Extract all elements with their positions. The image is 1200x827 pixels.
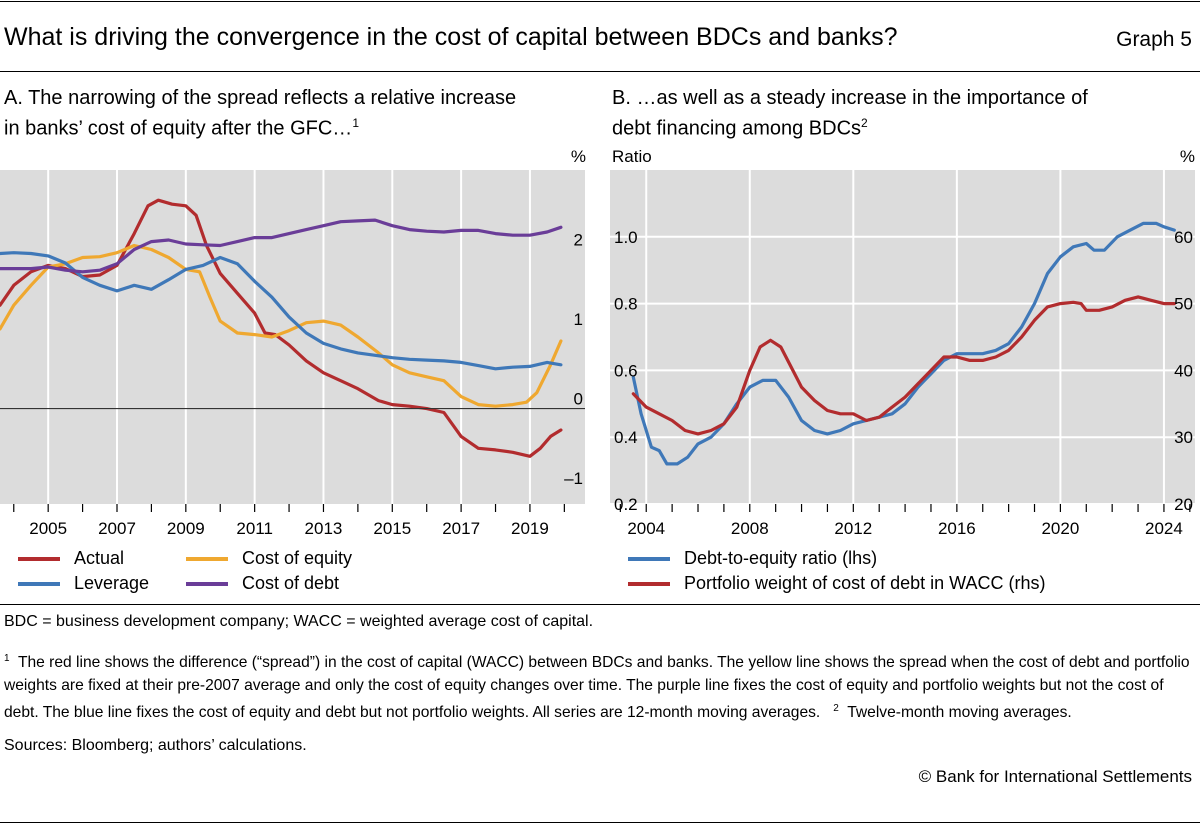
graph-label: Graph 5 (1116, 28, 1192, 51)
panel-a-chart: % 2005 2007 2009 2011 2013 2015 2017 2019 –1 0 1 2 (0, 147, 586, 538)
legend-swatch-cost-of-equity (186, 556, 228, 561)
series-line-debt-to-equity-ratio-lhs (631, 221, 1176, 466)
panel-b-unit-right: % (1180, 147, 1195, 166)
y-tick-label-right: 2 (574, 231, 583, 250)
footnote-2-text: Twelve-month moving averages. (847, 704, 1072, 722)
y-tick-label-right: 1 (574, 310, 583, 329)
y-tick-label-right: 40 (1174, 361, 1193, 380)
x-tick-label: 2017 (442, 519, 480, 538)
y-tick-label-right: 0 (574, 390, 583, 409)
legend-label-actual: Actual (74, 548, 125, 568)
panel-b-title-line1: B. …as well as a steady increase in the … (612, 87, 1088, 109)
panel-b-legend: Debt-to-equity ratio (lhs) Portfolio wei… (628, 548, 1198, 598)
x-tick-label: 2012 (834, 519, 872, 538)
x-tick-label: 2005 (29, 519, 67, 538)
legend-item-cost-of-equity: Cost of equity (186, 548, 352, 569)
y-tick-label-left: 0.6 (614, 361, 638, 380)
panel-b-title-line2: debt financing among BDCs (612, 117, 862, 140)
top-rule (0, 1, 1200, 2)
x-tick-label: 2007 (98, 519, 136, 538)
panel-a-legend: Actual Cost of equity Leverage Cost of d… (18, 548, 598, 598)
sources-note: Sources: Bloomberg; authors’ calculation… (4, 737, 307, 754)
legend-item-leverage: Leverage (18, 573, 149, 594)
legend-label-leverage: Leverage (74, 573, 150, 593)
series-line-cost-of-debt (0, 218, 563, 274)
legend-label-portfolio-weight: Portfolio weight of cost of debt in WACC… (684, 573, 1046, 593)
panel-b-plot-area (610, 170, 1195, 504)
legend-label-cost-of-equity: Cost of equity (242, 548, 353, 568)
panel-a-title: A. The narrowing of the spread reflects … (4, 86, 594, 142)
panel-b-title: B. …as well as a steady increase in the … (612, 86, 1192, 142)
panel-b-title-line2-wrap: debt financing among BDCs2 (612, 111, 1192, 142)
panel-b-unit-left: Ratio (612, 147, 652, 166)
x-tick-label: 2020 (1041, 519, 1079, 538)
footnotes: 1 The red line shows the difference (“sp… (4, 647, 1196, 724)
panel-a-title-line2-wrap: in banks’ cost of equity after the GFC…1 (4, 111, 594, 142)
panel-a-footnote-mark: 1 (352, 116, 359, 130)
legend-item-debt-to-equity: Debt-to-equity ratio (lhs) (628, 548, 877, 569)
x-tick-label: 2013 (305, 519, 343, 538)
panel-a-title-line2: in banks’ cost of equity after the GFC… (4, 117, 353, 140)
footnote-1-text: The red line shows the difference (“spre… (4, 654, 1190, 722)
footnote-1-mark: 1 (4, 653, 10, 664)
series-line-portfolio-weight-of-cost-of-debt-in-wacc-rhs (631, 295, 1176, 436)
notes-rule (0, 604, 1200, 605)
legend-swatch-actual (18, 556, 60, 561)
legend-item-portfolio-weight: Portfolio weight of cost of debt in WACC… (628, 573, 1045, 594)
panel-b-footnote-mark: 2 (861, 116, 868, 130)
y-tick-label-right: 50 (1174, 295, 1193, 314)
panel-a-title-line1: A. The narrowing of the spread reflects … (4, 87, 517, 109)
y-tick-label-left: 1.0 (614, 228, 638, 247)
legend-item-actual: Actual (18, 548, 124, 569)
x-tick-label: 2004 (627, 519, 665, 538)
panel-a-plot-area (0, 170, 585, 504)
x-tick-label: 2008 (731, 519, 769, 538)
legend-swatch-portfolio-weight (628, 581, 670, 586)
page-title: What is driving the convergence in the c… (4, 23, 898, 51)
legend-label-cost-of-debt: Cost of debt (242, 573, 340, 593)
footnote-2-mark: 2 (833, 703, 839, 715)
series-line-cost-of-equity (0, 243, 563, 408)
x-tick-label: 2015 (373, 519, 411, 538)
legend-label-debt-to-equity: Debt-to-equity ratio (lhs) (684, 548, 878, 568)
x-tick-label: 2009 (167, 519, 205, 538)
abbreviations-note: BDC = business development company; WACC… (4, 613, 594, 630)
legend-item-cost-of-debt: Cost of debt (186, 573, 339, 594)
series-line-actual (0, 198, 563, 458)
y-tick-label-right: 20 (1174, 495, 1193, 514)
x-tick-label: 2016 (938, 519, 976, 538)
y-tick-label-right: –1 (564, 469, 583, 488)
bottom-rule (0, 822, 1200, 823)
y-tick-label-right: 30 (1174, 428, 1193, 447)
panel-b-chart: Ratio % 2004 2008 2012 2016 2020 2024 0.2 0.4 0.… (610, 147, 1195, 538)
x-tick-label: 2011 (236, 519, 273, 538)
legend-swatch-cost-of-debt (186, 581, 228, 586)
y-tick-label-right: 60 (1174, 228, 1193, 247)
x-tick-label: 2024 (1145, 519, 1183, 538)
legend-swatch-debt-to-equity (628, 556, 670, 561)
y-tick-label-left: 0.8 (614, 295, 638, 314)
x-tick-label: 2019 (511, 519, 549, 538)
y-tick-label-left: 0.4 (614, 428, 638, 447)
header-rule (0, 71, 1200, 72)
copyright: © Bank for International Settlements (918, 767, 1192, 786)
y-tick-label-left: 0.2 (614, 495, 638, 514)
series-line-leverage (0, 251, 563, 371)
panel-a-unit-right: % (571, 147, 586, 166)
legend-swatch-leverage (18, 581, 60, 586)
